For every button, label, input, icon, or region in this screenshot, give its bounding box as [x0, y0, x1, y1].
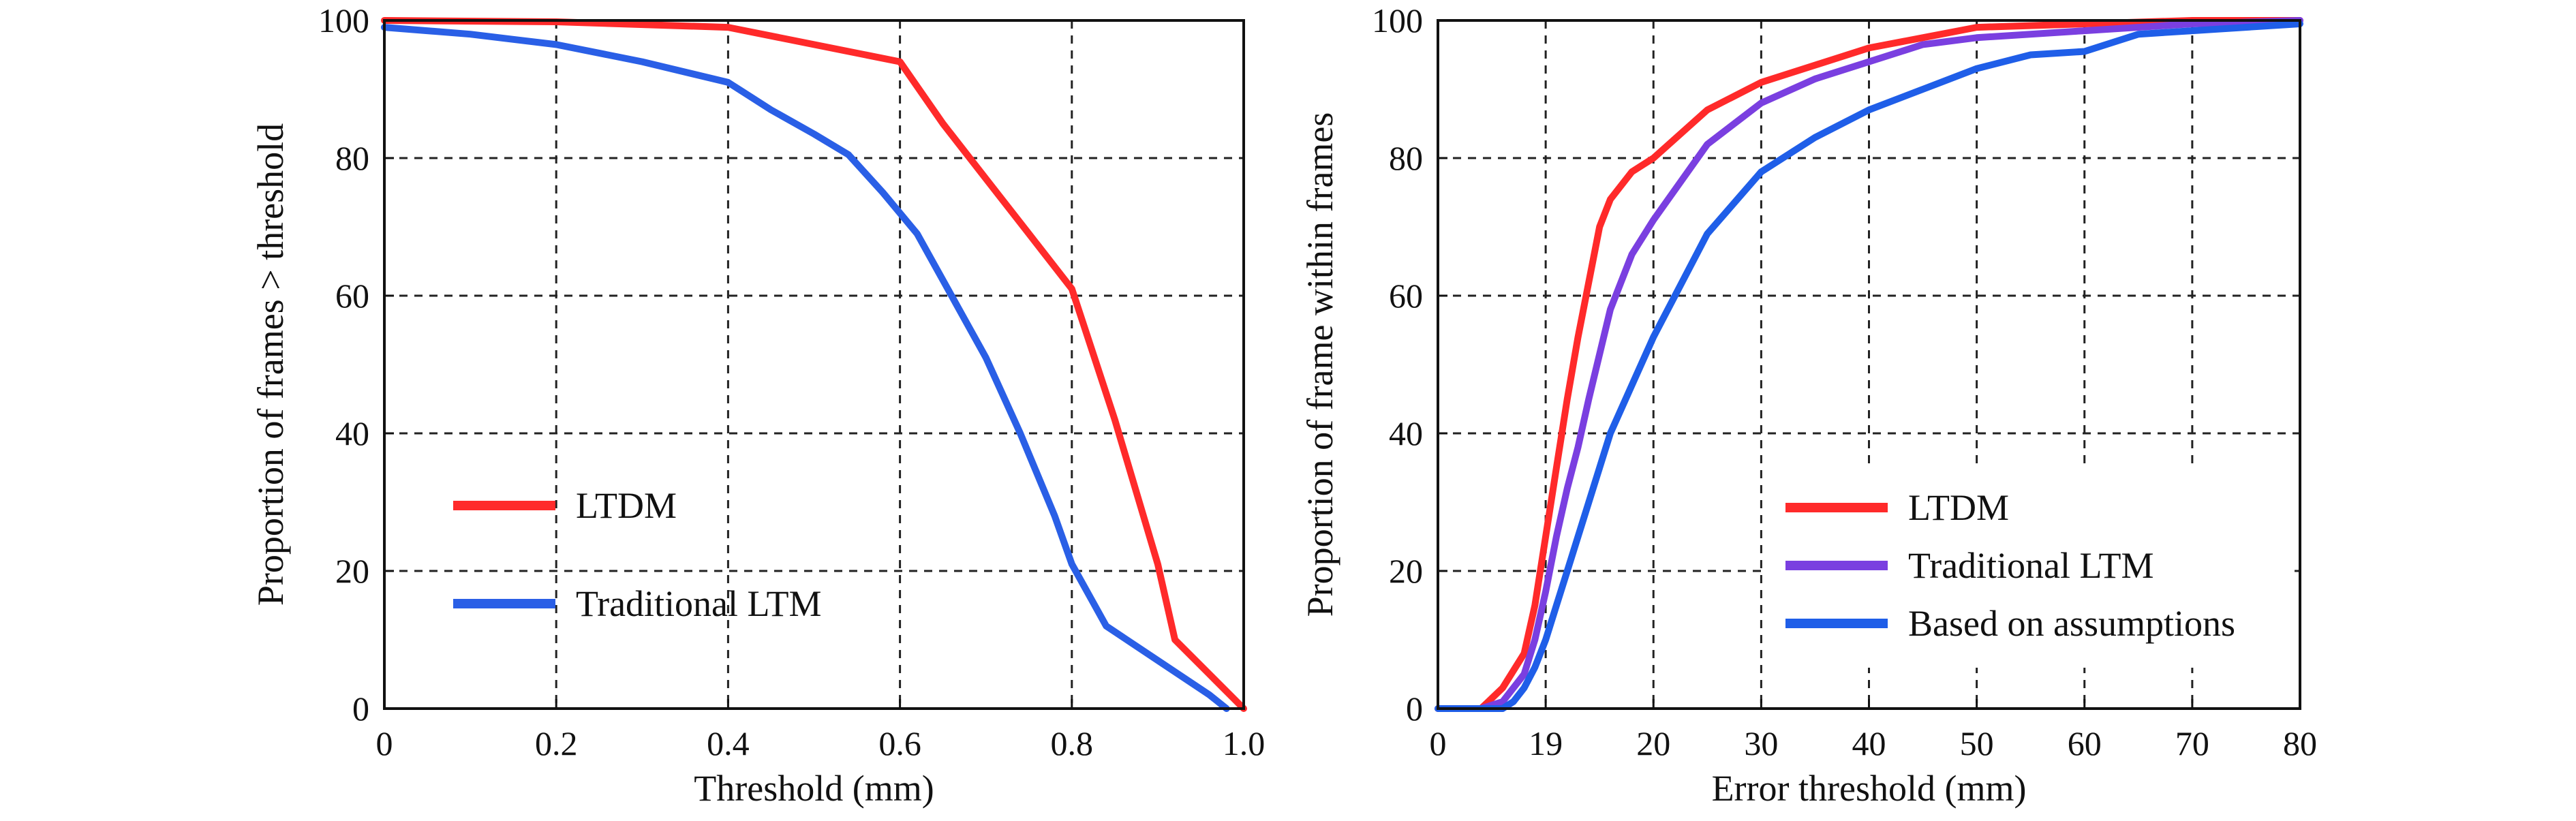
plot-frame: [383, 19, 1245, 710]
y-tick-label: 60: [335, 277, 369, 315]
x-tick-label: 19: [1529, 724, 1563, 762]
series-line-1: [1435, 17, 2303, 712]
x-tick-label: 0: [1430, 724, 1447, 762]
x-tick-label: 50: [1960, 724, 1994, 762]
legend-label: LTDM: [1908, 487, 2009, 528]
x-tick-label: 1.0: [1223, 724, 1266, 762]
x-tick-label: 0.4: [707, 724, 750, 762]
y-tick-label: 80: [1389, 139, 1423, 177]
x-tick-label: 0: [376, 724, 393, 762]
y-tick-label: 100: [318, 1, 369, 40]
x-axis-label: Error threshold (mm): [1712, 768, 2027, 809]
y-tick-label: 0: [352, 690, 369, 728]
y-tick-label: 80: [335, 139, 369, 177]
legend-label: Based on assumptions: [1908, 603, 2235, 644]
legend-label: Traditional LTM: [1908, 545, 2154, 586]
x-tick-label: 60: [2068, 724, 2102, 762]
y-tick-label: 20: [335, 552, 369, 590]
x-tick-label: 0.2: [535, 724, 578, 762]
y-tick-label: 40: [1389, 414, 1423, 452]
y-axis-label: Proportion of frame within frames: [1300, 112, 1340, 617]
y-tick-label: 40: [335, 414, 369, 452]
y-tick-label: 100: [1372, 1, 1423, 40]
series-line-2: [381, 24, 1230, 712]
legend-label: Traditional LTM: [576, 583, 822, 624]
x-tick-label: 40: [1852, 724, 1886, 762]
chart-panel-2: 0 19 20 30 40 50 60 70 80 0 20 40 60 80 100 Error thres…: [1300, 1, 2317, 809]
chart-panel-1: 0 0.2 0.4 0.6 0.8 1.0 0 20 40 60 80 100 Threshold (m…: [250, 1, 1265, 809]
legend-label: LTDM: [576, 485, 677, 526]
y-axis-label: Proportion of frames > threshold: [250, 123, 291, 606]
x-tick-label: 70: [2175, 724, 2209, 762]
x-axis-label: Threshold (mm): [694, 768, 934, 809]
series-line-2: [1435, 17, 2303, 712]
x-tick-label: 20: [1636, 724, 1670, 762]
y-tick-label: 0: [1406, 690, 1423, 728]
x-tick-label: 30: [1744, 724, 1778, 762]
series-line-3: [1435, 20, 2303, 712]
series-line-1: [381, 17, 1247, 712]
legend: LTDM Traditional LTM: [453, 485, 822, 624]
x-tick-label: 0.8: [1051, 724, 1094, 762]
x-tick-label: 80: [2283, 724, 2317, 762]
y-tick-label: 60: [1389, 277, 1423, 315]
legend: LTDM Traditional LTM Based on assumptions: [1765, 467, 2295, 668]
y-tick-label: 20: [1389, 552, 1423, 590]
x-tick-label: 0.6: [878, 724, 921, 762]
